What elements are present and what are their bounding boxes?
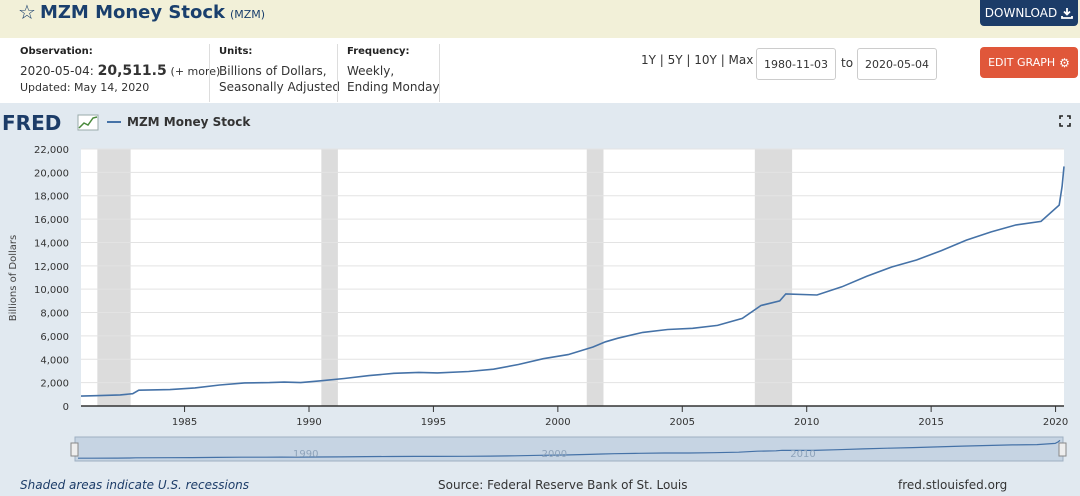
range-navigator[interactable]: 1990 2000 2010 <box>70 436 1067 462</box>
observation-value: 20,511.5 <box>97 63 167 79</box>
units-label: Units: <box>219 46 253 57</box>
y-tick-label: 14,000 <box>34 238 69 249</box>
frequency-label: Frequency: <box>347 46 410 57</box>
frequency-line2: Ending Monday <box>347 80 440 94</box>
series-title: MZM Money Stock <box>39 1 225 23</box>
chart-svg: FRED MZM Money Stock 0 2,000 4,000 6,000 8,0… <box>2 111 1071 492</box>
logo-graph-line <box>78 116 98 129</box>
y-tick-label: 8,000 <box>40 309 69 320</box>
meta-divider <box>439 44 440 102</box>
x-tick-label: 1995 <box>421 417 446 428</box>
navigator-label: 1990 <box>293 449 318 460</box>
gear-icon: ⚙ <box>1059 55 1070 70</box>
frequency-line1: Weekly, <box>347 64 395 78</box>
recession-band <box>321 149 338 406</box>
range-buttons[interactable]: 1Y | 5Y | 10Y | Max <box>641 53 754 67</box>
frequency-block: Frequency: Weekly, Ending Monday <box>347 44 440 95</box>
x-tick-label: 2015 <box>918 417 943 428</box>
download-button[interactable]: DOWNLOAD <box>980 0 1078 26</box>
recession-note: Shaded areas indicate U.S. recessions <box>20 478 249 492</box>
observation-date: 2020-05-04: <box>20 64 94 78</box>
y-tick-label: 18,000 <box>34 192 69 203</box>
recession-band <box>586 149 604 406</box>
x-tick-label: 1990 <box>296 417 321 428</box>
updated-date: Updated: May 14, 2020 <box>20 81 150 94</box>
y-tick-label: 22,000 <box>34 145 69 156</box>
fred-logo: FRED <box>2 111 99 135</box>
title-bar <box>0 0 1080 38</box>
y-tick-label: 2,000 <box>40 379 69 390</box>
navigator-label: 2010 <box>790 449 815 460</box>
y-tick-label: 4,000 <box>40 355 69 366</box>
units-line2: Seasonally Adjusted <box>219 80 341 94</box>
series-code: (MZM) <box>229 8 266 21</box>
y-tick-label: 6,000 <box>40 332 69 343</box>
meta-divider <box>337 44 338 102</box>
x-tick-label: 2000 <box>545 417 570 428</box>
recession-band <box>97 149 131 406</box>
navigator-label: 2000 <box>542 449 567 460</box>
y-tick-label: 12,000 <box>34 262 69 273</box>
series-title-group: ☆ MZM Money Stock (MZM) <box>18 0 265 24</box>
start-date-input[interactable]: 1980-11-03 <box>756 48 836 80</box>
series-line <box>80 166 1065 397</box>
y-tick-label: 16,000 <box>34 215 69 226</box>
units-line1: Billions of Dollars, <box>219 64 327 78</box>
y-tick-label: 10,000 <box>34 285 69 296</box>
x-tick-label: 2020 <box>1043 417 1068 428</box>
fullscreen-icon[interactable] <box>1059 115 1071 127</box>
navigator-left-handle[interactable] <box>70 442 79 457</box>
edit-graph-button[interactable]: EDIT GRAPH ⚙ <box>980 47 1078 78</box>
end-date-input[interactable]: 2020-05-04 <box>857 48 937 80</box>
to-label: to <box>841 56 854 70</box>
recession-band <box>754 149 793 406</box>
observation-label: Observation: <box>20 46 93 57</box>
edit-graph-label: EDIT GRAPH <box>988 56 1056 69</box>
observation-block: Observation: 2020-05-04: 20,511.5 (+ mor… <box>20 44 220 96</box>
y-tick-label: 0 <box>63 402 69 413</box>
plot-area <box>81 149 1064 406</box>
y-tick-label: 20,000 <box>34 168 69 179</box>
download-icon <box>1061 8 1074 19</box>
download-label: DOWNLOAD <box>984 6 1058 20</box>
source-note: Source: Federal Reserve Bank of St. Loui… <box>438 478 687 492</box>
legend-label: MZM Money Stock <box>127 115 251 129</box>
navigator-line <box>78 439 1061 459</box>
y-axis-label: Billions of Dollars <box>8 235 19 321</box>
fred-logo-text: FRED <box>2 111 61 135</box>
site-link[interactable]: fred.stlouisfed.org <box>898 478 1007 492</box>
observation-more-link[interactable]: (+ more) <box>170 65 221 78</box>
x-tick-label: 2005 <box>670 417 695 428</box>
star-icon[interactable]: ☆ <box>18 0 36 24</box>
navigator-right-handle[interactable] <box>1058 442 1067 457</box>
x-tick-label: 2010 <box>794 417 819 428</box>
units-block: Units: Billions of Dollars, Seasonally A… <box>219 44 340 95</box>
x-tick-label: 1985 <box>172 417 197 428</box>
meta-divider <box>209 44 210 102</box>
